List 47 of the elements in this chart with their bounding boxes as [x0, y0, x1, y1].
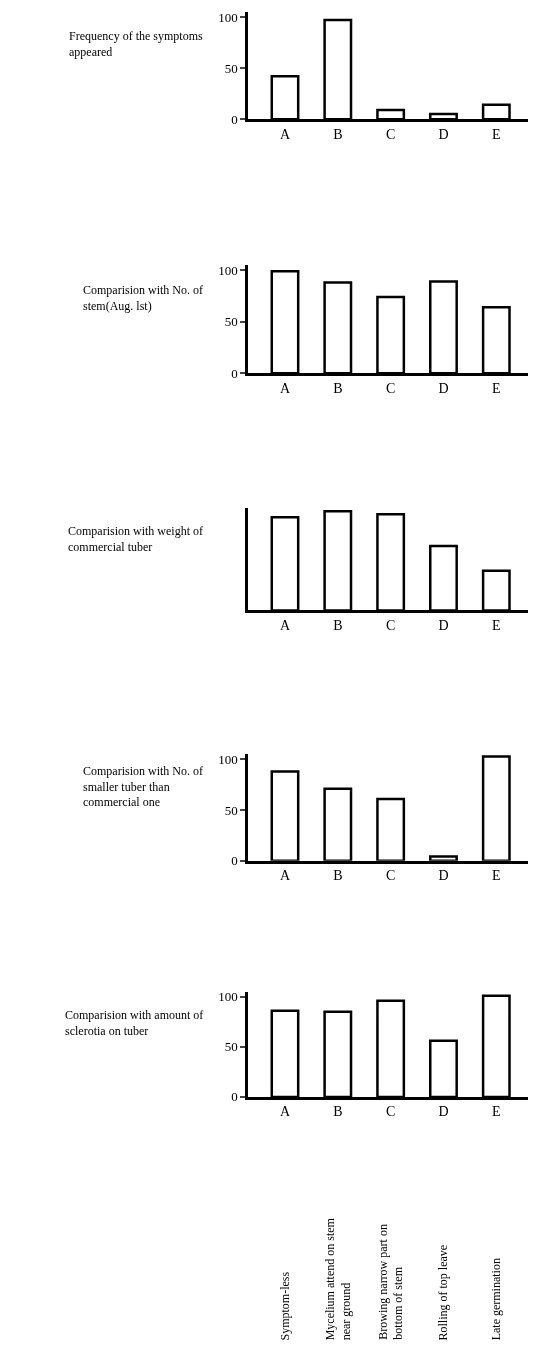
- y-tick-label: 50: [224, 60, 238, 76]
- y-tick-label: 50: [224, 802, 238, 818]
- y-tick-label: 0: [231, 111, 238, 127]
- x-tick-label: B: [333, 618, 343, 634]
- x-tick-label: B: [333, 1104, 343, 1120]
- x-tick-label: C: [385, 868, 396, 884]
- y-tick-label: 50: [224, 1039, 238, 1055]
- x-tick-label: E: [492, 1104, 501, 1120]
- x-tick-label: B: [333, 126, 343, 142]
- text: Rolling of top leave: [436, 1244, 451, 1341]
- x-tick-label: B: [333, 380, 343, 396]
- x-tick-label: A: [279, 126, 291, 142]
- x-tick-label: C: [385, 618, 396, 634]
- text: Frequency of the symptoms appeared: [69, 29, 203, 59]
- x-tick-label: A: [279, 618, 291, 634]
- text: Comparision with No. of smaller tuber than commercial one: [83, 764, 203, 810]
- x-tick-label: D: [438, 618, 449, 634]
- x-tick-label: B: [333, 868, 343, 884]
- y-tick-label: 100: [218, 989, 238, 1005]
- y-tick-label: 0: [231, 365, 238, 381]
- x-tick-label: D: [438, 868, 449, 884]
- text: Mycelium attend on stem near ground: [323, 1217, 353, 1341]
- text: Comparision with No. of stem(Aug. lst): [83, 283, 203, 313]
- text: Symptom-less: [278, 1271, 293, 1341]
- x-tick-label: E: [492, 868, 501, 884]
- x-tick-label: E: [492, 618, 501, 634]
- x-tick-label: E: [492, 126, 501, 142]
- x-tick-label: C: [385, 126, 396, 142]
- text: Comparision with amount of sclerotia on tuber: [65, 1008, 204, 1038]
- y-tick-label: 100: [218, 752, 238, 768]
- y-tick-label: 100: [218, 9, 238, 25]
- y-tick-label: 100: [218, 262, 238, 278]
- text: Browing narrow part on bottom of stem: [375, 1224, 406, 1340]
- x-tick-label: A: [279, 868, 291, 884]
- x-tick-label: A: [279, 380, 291, 396]
- x-tick-label: D: [438, 126, 449, 142]
- y-tick-label: 0: [231, 1089, 238, 1105]
- text: Late germination: [489, 1258, 504, 1341]
- x-tick-label: C: [385, 1104, 396, 1120]
- y-tick-label: 0: [231, 853, 238, 869]
- x-tick-label: E: [492, 380, 501, 396]
- x-tick-label: A: [279, 1104, 291, 1120]
- x-tick-label: D: [438, 1104, 449, 1120]
- x-tick-label: C: [385, 380, 396, 396]
- y-tick-label: 50: [224, 314, 238, 330]
- text: Comparision with weight of commercial tuber: [68, 524, 203, 554]
- x-tick-label: D: [438, 380, 449, 396]
